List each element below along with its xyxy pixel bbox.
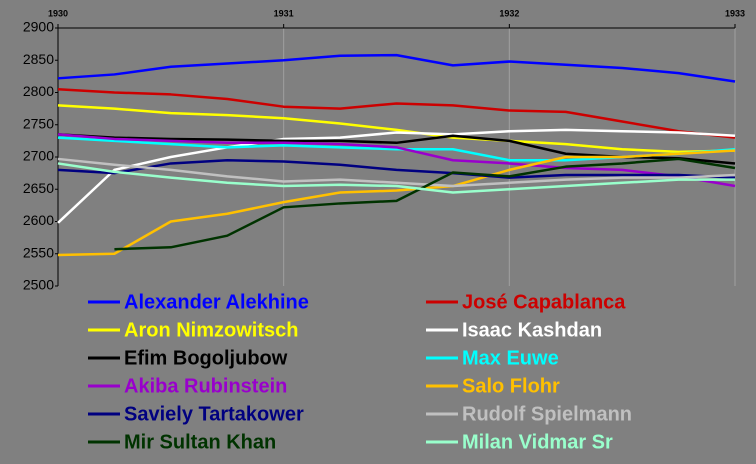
y-tick-label: 2800 xyxy=(23,83,54,99)
x-tick-label: 1931 xyxy=(274,8,294,18)
legend-label: Efim Bogoljubow xyxy=(124,347,288,369)
x-tick-label: 1930 xyxy=(48,8,68,18)
y-tick-label: 2550 xyxy=(23,244,54,260)
y-tick-label: 2900 xyxy=(23,19,54,35)
legend-label: Salo Flohr xyxy=(462,375,560,397)
legend-label: Saviely Tartakower xyxy=(124,403,304,425)
series-line xyxy=(57,162,735,194)
series-line xyxy=(57,53,736,83)
legend-label: Max Euwe xyxy=(462,347,559,369)
legend-label: Akiba Rubinstein xyxy=(124,375,287,397)
y-tick-label: 2750 xyxy=(23,115,54,131)
series-line xyxy=(57,133,736,188)
series-line xyxy=(57,158,736,179)
series-line xyxy=(57,157,736,188)
legend-label: Mir Sultan Khan xyxy=(124,431,276,453)
series-line xyxy=(57,128,736,224)
legend-label: José Capablanca xyxy=(462,291,626,313)
y-tick-label: 2500 xyxy=(23,277,54,293)
legend-label: Milan Vidmar Sr xyxy=(462,431,613,453)
legend-label: Isaac Kashdan xyxy=(462,319,602,341)
y-tick-label: 2650 xyxy=(23,180,54,196)
series-line xyxy=(114,157,736,251)
legend-label: Rudolf Spielmann xyxy=(462,403,632,425)
y-tick-label: 2850 xyxy=(23,51,54,67)
x-tick-label: 1932 xyxy=(499,8,519,18)
x-tick-label: 1933 xyxy=(725,8,745,18)
y-tick-label: 2700 xyxy=(23,148,54,164)
legend-label: Alexander Alekhine xyxy=(124,291,309,313)
series-line xyxy=(57,88,736,139)
y-tick-label: 2600 xyxy=(23,212,54,228)
legend-label: Aron Nimzowitsch xyxy=(124,319,298,341)
series-line xyxy=(57,149,736,257)
series-line xyxy=(57,104,736,154)
